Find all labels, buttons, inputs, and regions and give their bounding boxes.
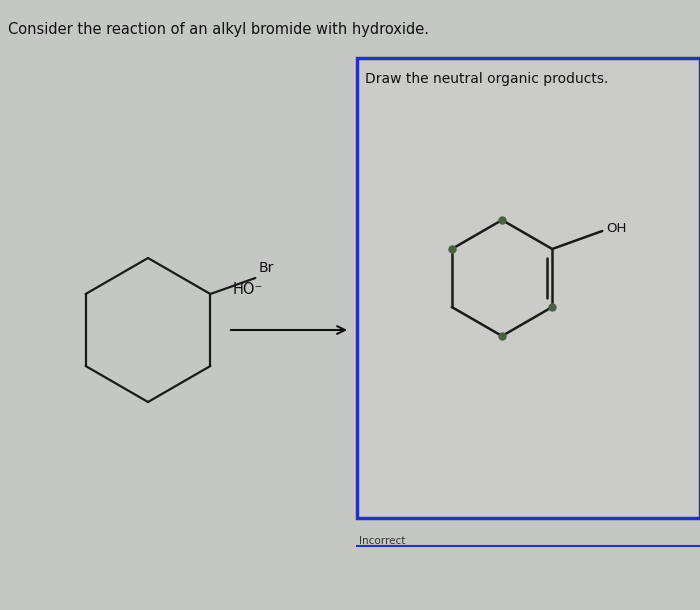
Bar — [357, 58, 700, 518]
Text: Incorrect: Incorrect — [359, 536, 405, 546]
Text: OH: OH — [606, 223, 627, 235]
Text: Br: Br — [258, 261, 274, 275]
Text: HO⁻: HO⁻ — [233, 282, 263, 298]
Text: Draw the neutral organic products.: Draw the neutral organic products. — [365, 72, 608, 86]
Text: Consider the reaction of an alkyl bromide with hydroxide.: Consider the reaction of an alkyl bromid… — [8, 22, 429, 37]
